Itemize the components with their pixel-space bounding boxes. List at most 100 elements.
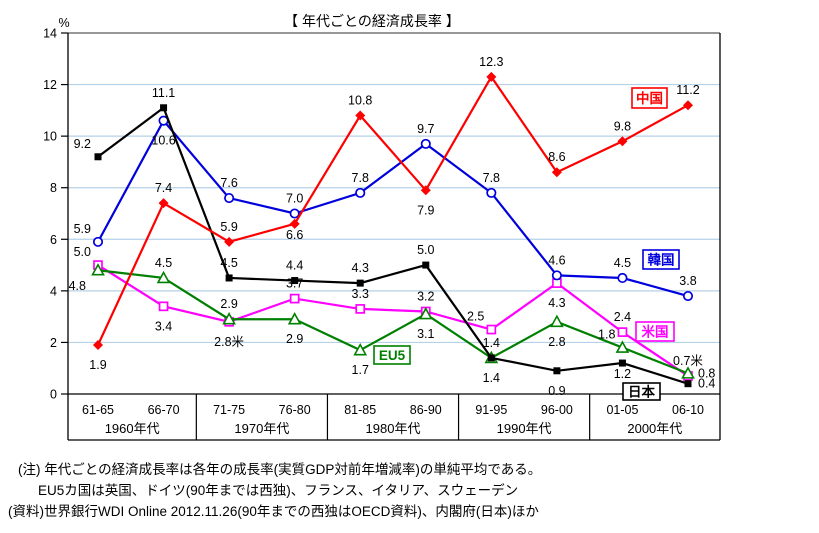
point-label: 0.7米 <box>673 354 703 368</box>
marker-square <box>684 380 692 388</box>
point-label: 5.9 <box>74 222 91 236</box>
labels-korea: 5.9 10.6 7.6 7.0 7.8 9.7 7.8 4.6 4.5 3.8 <box>74 122 697 288</box>
legend-label: 韓国 <box>648 252 675 268</box>
marker-triangle <box>91 263 105 276</box>
x-tick-label: 76-80 <box>279 403 311 417</box>
series-line-korea <box>97 118 689 298</box>
point-label: 9.7 <box>417 122 434 136</box>
point-label: 3.7 <box>286 277 303 291</box>
decade-label: 1970年代 <box>234 421 289 436</box>
marker-circle <box>617 272 628 284</box>
point-label: 4.5 <box>220 256 237 270</box>
marker-diamond <box>420 185 431 196</box>
legend-china: 中国 <box>631 87 668 109</box>
x-tick-label: 06-10 <box>672 403 704 417</box>
point-label: 11.2 <box>676 83 699 97</box>
marker-triangle <box>222 312 236 325</box>
point-label: 2.9 <box>220 297 237 311</box>
marker-diamond <box>551 167 562 178</box>
legend-eu5: EU5 <box>373 345 411 365</box>
marker-circle <box>92 236 104 247</box>
y-tick-label: 8 <box>50 181 57 195</box>
marker-circle <box>224 192 235 204</box>
point-label: 4.5 <box>614 256 631 270</box>
point-label: 2.4 <box>614 310 631 324</box>
point-label: 2.8米 <box>214 335 244 349</box>
note-line-2: EU5カ国は英国、ドイツ(90年までは西独)、フランス、イタリア、スウェーデン <box>38 483 519 498</box>
legend-box <box>635 321 675 342</box>
marker-square <box>553 367 561 375</box>
marker-triangle <box>550 314 564 328</box>
point-label: 1.4 <box>483 371 500 385</box>
series-korea <box>92 115 694 302</box>
y-tick-label: 2 <box>50 336 57 350</box>
legend-box <box>631 87 668 109</box>
point-label: 3.2 <box>417 289 434 303</box>
marker-diamond <box>617 136 628 147</box>
marker-square-open <box>158 301 169 312</box>
legend-korea: 韓国 <box>642 249 680 270</box>
y-tick-label: 10 <box>43 130 57 144</box>
labels-us: 5.0 3.4 2.8米 3.7 3.3 3.2 2.5 4.3 2.4 0.7米 <box>74 245 704 368</box>
note-line-1: (注) 年代ごとの経済成長率は各年の成長率(実質GDP対前年増減率)の単純平均で… <box>18 462 542 477</box>
x-tick-label: 86-90 <box>410 403 442 417</box>
point-label: 11.1 <box>152 86 175 100</box>
point-label: 9.8 <box>614 119 631 133</box>
y-tick-label: 6 <box>50 233 57 247</box>
marker-square <box>487 354 495 362</box>
legend-label: 日本 <box>628 384 656 400</box>
labels-japan: 9.2 11.1 4.5 4.4 4.3 5.0 1.4 0.9 1.2 0.4 <box>74 86 716 398</box>
point-label: 4.6 <box>548 253 565 267</box>
decade-label: 1960年代 <box>105 421 160 436</box>
x-tick-label: 01-05 <box>606 403 638 417</box>
marker-triangle <box>156 270 171 284</box>
marker-square <box>94 153 102 161</box>
point-label: 1.2 <box>614 367 631 381</box>
marker-square <box>422 261 430 269</box>
x-tick-label: 91-95 <box>475 403 507 417</box>
marker-diamond <box>224 236 235 247</box>
point-label: 0.4 <box>698 377 715 391</box>
series-japan <box>94 104 692 388</box>
point-label: 10.8 <box>348 94 372 108</box>
marker-triangle <box>418 306 433 320</box>
marker-triangle <box>615 340 630 353</box>
labels-eu5: 4.8 4.5 2.9 2.9 1.7 3.1 1.4 2.8 1.8 0.8 <box>69 256 716 385</box>
x-tick-label: 81-85 <box>344 403 376 417</box>
series-line-japan <box>97 106 689 385</box>
marker-diamond <box>355 110 366 121</box>
decade-label: 2000年代 <box>627 421 682 436</box>
y-tick-label: 4 <box>50 284 57 298</box>
marker-circle <box>486 187 497 198</box>
legend-box <box>642 249 680 270</box>
labels-china: 1.9 7.4 5.9 6.6 10.8 7.9 12.3 8.6 9.8 11.2 <box>89 55 699 372</box>
point-label: 4.3 <box>548 296 565 310</box>
x-tick-label: 71-75 <box>213 403 245 417</box>
marker-circle <box>551 270 562 281</box>
marker-square-open <box>486 324 497 335</box>
legend-label: 米国 <box>642 324 669 340</box>
legend-box <box>622 382 661 401</box>
point-label: 7.4 <box>155 181 172 195</box>
marker-circle <box>682 290 694 302</box>
point-label: 3.1 <box>417 327 434 341</box>
marker-diamond <box>93 340 103 351</box>
point-label: 5.9 <box>220 220 237 234</box>
chart-title: 【 年代ごとの経済成長率 】 <box>284 13 460 29</box>
marker-square <box>618 359 626 367</box>
marker-diamond <box>683 100 693 111</box>
series-eu5 <box>91 263 695 379</box>
decade-label: 1980年代 <box>366 421 421 436</box>
point-label: 9.2 <box>74 137 91 151</box>
point-label: 0.8 <box>698 366 715 380</box>
chart-notes: (注) 年代ごとの経済成長率は各年の成長率(実質GDP対前年増減率)の単純平均で… <box>0 459 819 522</box>
y-tick-label: 12 <box>43 78 57 92</box>
point-label: 4.3 <box>352 261 369 275</box>
marker-square <box>356 279 364 287</box>
marker-square-open <box>617 327 628 337</box>
marker-diamond <box>289 218 300 229</box>
point-label: 0.9 <box>548 384 565 398</box>
marker-circle <box>289 208 300 219</box>
legend-japan: 日本 <box>622 382 661 401</box>
point-label: 7.8 <box>483 171 500 185</box>
